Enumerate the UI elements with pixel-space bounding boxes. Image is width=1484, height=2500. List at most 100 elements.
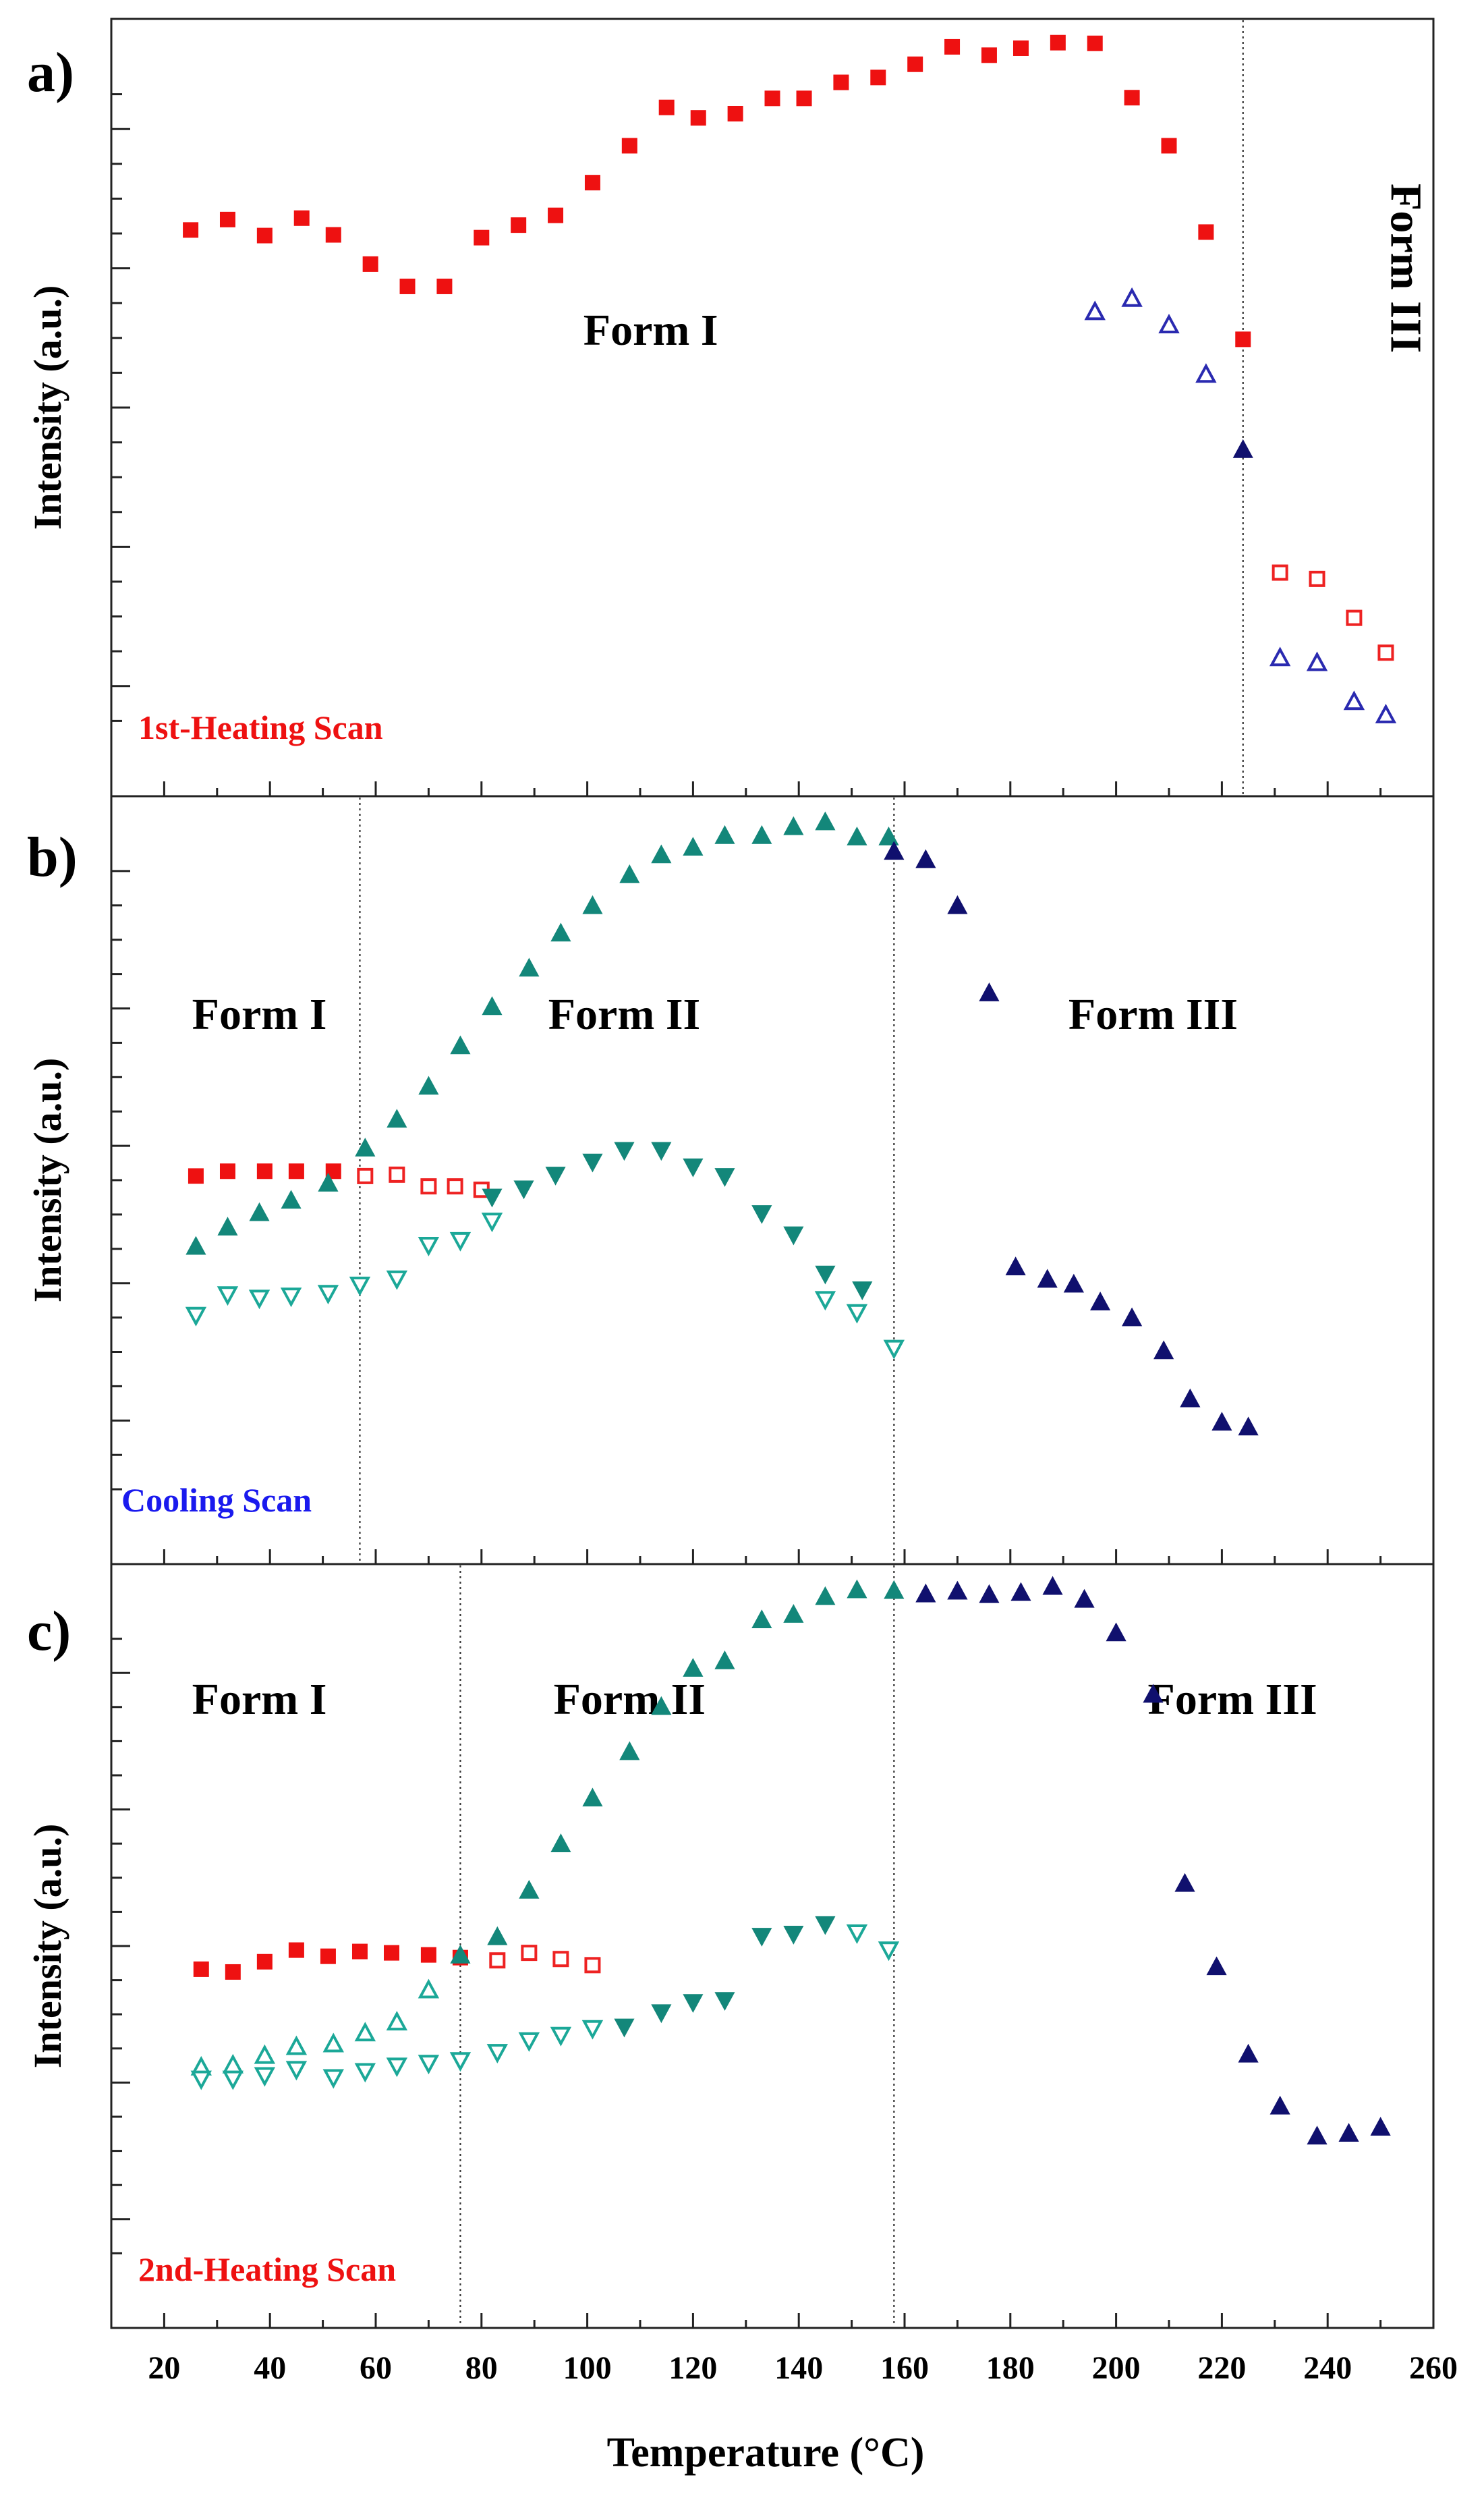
data-point-filled-triangle-down-teal-2 <box>545 1167 566 1186</box>
data-point-filled-square-red-2 <box>256 1163 273 1179</box>
panel-a: a) Intensity (a.u.) 1st-Heating Scan Form I… <box>26 18 1435 798</box>
x-tick-label: 20 <box>148 2350 180 2386</box>
data-point-filled-triangle-teal-6 <box>387 1109 407 1128</box>
data-point-filled-square-red-16 <box>764 90 780 107</box>
data-point-filled-square-red-13 <box>658 99 675 115</box>
data-point-filled-square-red-24 <box>1050 34 1066 51</box>
data-point-filled-triangle-down-teal-6 <box>815 1916 836 1935</box>
data-point-open-triangle-teal-2 <box>254 2044 276 2064</box>
data-point-filled-square-red-14 <box>690 110 706 126</box>
data-point-open-triangle-teal-6 <box>386 2011 408 2031</box>
series-filled-triangle-navy <box>915 1576 1391 2145</box>
data-point-filled-triangle-navy-5 <box>1037 1269 1058 1288</box>
data-point-open-triangle-navy-2-0 <box>1269 646 1291 667</box>
data-point-filled-triangle-navy-9 <box>1153 1340 1174 1360</box>
data-point-filled-square-red-29 <box>1235 331 1251 348</box>
data-point-filled-triangle-teal-2 <box>519 1879 540 1899</box>
data-point-open-triangle-down-teal-2 <box>254 2067 276 2087</box>
data-point-filled-triangle-teal-8 <box>714 1650 735 1669</box>
data-point-filled-square-red-3 <box>288 1163 304 1179</box>
data-point-open-square-red-0 <box>357 1167 374 1184</box>
data-point-filled-square-red-12 <box>621 138 637 154</box>
x-tick-label: 100 <box>563 2350 612 2386</box>
series-filled-square-red <box>188 1163 341 1184</box>
x-tick-label: 40 <box>254 2350 286 2386</box>
data-point-open-triangle-down-teal-11 <box>550 2026 572 2047</box>
data-point-filled-square-red-1 <box>219 211 235 227</box>
data-point-filled-square-red-1 <box>225 1964 241 1980</box>
data-point-filled-square-red-0 <box>193 1961 209 1977</box>
region-label-2: Form III <box>1068 990 1238 1039</box>
data-point-filled-triangle-navy-10 <box>1180 1388 1201 1408</box>
data-point-filled-triangle-teal-5 <box>355 1138 376 1157</box>
data-point-filled-triangle-teal-9 <box>751 1609 772 1629</box>
panel-letter: c) <box>27 1600 71 1663</box>
data-point-filled-triangle-teal-12 <box>582 895 603 914</box>
data-point-filled-triangle-navy-11 <box>1269 2095 1290 2115</box>
data-point-open-triangle-down-teal-10 <box>814 1291 836 1311</box>
region-label-0: Form I <box>192 1675 327 1724</box>
data-point-filled-square-red-1 <box>219 1163 235 1179</box>
data-point-filled-triangle-teal-16 <box>714 825 735 844</box>
region-label-0: Form I <box>192 990 327 1039</box>
x-tick-label: 180 <box>986 2350 1035 2386</box>
data-point-filled-triangle-teal-13 <box>619 864 640 883</box>
data-point-open-triangle-down-teal-8 <box>449 2052 472 2072</box>
data-point-filled-triangle-teal-13 <box>884 1580 905 1599</box>
data-point-filled-triangle-teal-9 <box>482 996 503 1016</box>
data-point-filled-triangle-down-teal-3 <box>582 1153 603 1173</box>
data-point-open-triangle-down-teal-5 <box>349 1276 371 1296</box>
data-point-open-triangle-teal-5 <box>354 2022 376 2042</box>
data-point-filled-triangle-navy-6 <box>1063 1273 1084 1293</box>
data-point-filled-square-red-9 <box>511 217 527 233</box>
data-point-filled-triangle-teal-4 <box>318 1173 339 1192</box>
data-point-open-square-red-0 <box>489 1952 506 1969</box>
data-point-filled-square-red-23 <box>1012 40 1029 56</box>
data-point-filled-square-red-15 <box>727 105 743 121</box>
data-point-filled-square-red-20 <box>907 56 923 72</box>
data-point-filled-triangle-down-teal-11 <box>852 1281 873 1300</box>
data-point-open-triangle-down-teal-8 <box>449 1231 472 1252</box>
data-point-filled-triangle-navy-5 <box>1074 1588 1095 1608</box>
data-point-open-triangle-down-teal-12 <box>883 1339 905 1360</box>
x-axis: 20 40 60 80 100 120 140 160 180 200 220 240 260 <box>148 2350 1458 2386</box>
data-point-filled-triangle-down-teal-8 <box>751 1205 772 1224</box>
data-point-filled-triangle-down-teal-5 <box>651 1142 672 1161</box>
data-point-filled-triangle-teal-1 <box>217 1217 238 1235</box>
data-point-filled-triangle-down-teal-1 <box>651 2004 672 2024</box>
data-point-filled-triangle-navy-4 <box>1005 1256 1026 1276</box>
data-point-filled-triangle-teal-4 <box>582 1787 603 1807</box>
data-point-filled-square-red-27 <box>1161 138 1177 154</box>
region-label-2: Form III <box>1148 1675 1317 1724</box>
data-point-filled-square-red-2 <box>256 227 273 244</box>
series-filled-square-red <box>183 34 1251 348</box>
data-point-open-triangle-down-teal-0 <box>190 2070 212 2090</box>
data-point-open-triangle-down-teal-9 <box>486 2044 509 2064</box>
data-point-filled-square-red-25 <box>1087 35 1103 51</box>
data-point-filled-square-red-21 <box>944 38 961 55</box>
region-label-1: Form III <box>1381 184 1430 353</box>
data-point-open-triangle-down-teal-13 <box>846 1924 868 1944</box>
data-point-filled-square-red-6 <box>399 278 416 294</box>
data-point-filled-triangle-navy-2 <box>947 895 968 914</box>
data-point-filled-triangle-navy-12 <box>1238 1416 1259 1436</box>
data-point-filled-triangle-teal-6 <box>651 1696 672 1715</box>
data-point-filled-triangle-down-teal-5 <box>783 1926 804 1945</box>
data-point-filled-square-red-7 <box>436 278 453 294</box>
data-point-filled-triangle-teal-10 <box>519 957 540 977</box>
data-point-open-triangle-down-teal-7 <box>418 1236 440 1256</box>
data-point-open-triangle-down-teal-14 <box>878 1941 900 1962</box>
data-point-filled-triangle-navy-8 <box>1174 1872 1195 1892</box>
data-point-filled-triangle-navy-2 <box>979 1584 1000 1603</box>
data-point-filled-square-red-3 <box>293 210 310 226</box>
data-point-filled-triangle-teal-19 <box>815 811 836 831</box>
data-point-filled-triangle-down-teal-9 <box>783 1226 804 1246</box>
data-point-filled-triangle-navy-6 <box>1106 1622 1126 1642</box>
data-point-open-triangle-down-teal-0 <box>185 1306 207 1327</box>
data-point-open-triangle-down-teal-3 <box>285 2061 308 2081</box>
data-point-open-triangle-navy-0 <box>1084 300 1106 321</box>
data-point-filled-square-red-11 <box>584 175 600 191</box>
data-point-filled-triangle-down-teal-7 <box>714 1168 735 1187</box>
data-point-filled-triangle-navy-10 <box>1238 2043 1259 2063</box>
series-open-triangle-navy-2 <box>1269 646 1397 723</box>
